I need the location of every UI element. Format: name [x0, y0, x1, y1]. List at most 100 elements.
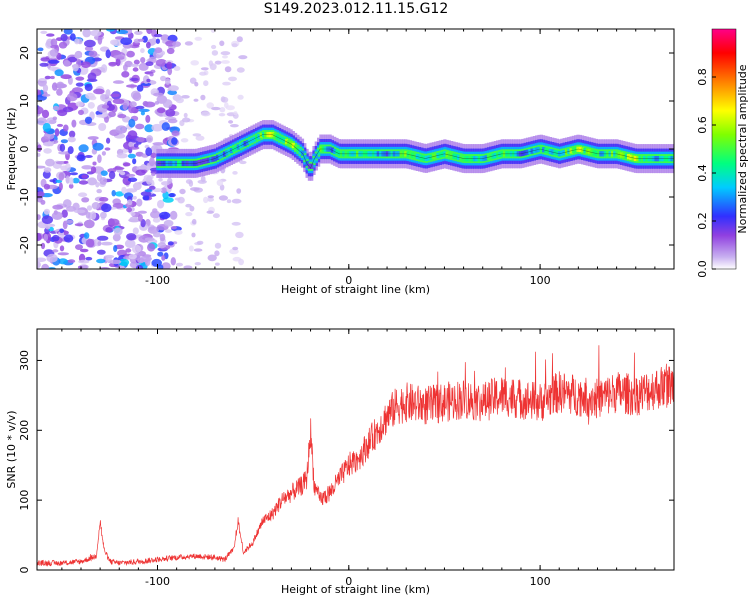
colorbar: 0.0 0.2 0.4 0.6 0.8 Normalized spectral ampli…: [696, 28, 749, 278]
noise-blob: [189, 245, 194, 252]
noise-blob: [85, 92, 95, 100]
noise-blob: [51, 234, 60, 242]
noise-blob: [144, 124, 155, 133]
noise-blob: [111, 190, 116, 197]
noise-blob: [93, 88, 105, 95]
noise-blob: [52, 249, 59, 253]
noise-blob: [128, 118, 136, 128]
noise-blob: [190, 60, 199, 66]
noise-blob: [113, 54, 125, 59]
noise-blob: [52, 204, 64, 210]
noise-blob: [68, 130, 76, 138]
noise-blob: [78, 109, 84, 116]
noise-blob: [37, 261, 41, 269]
noise-blob: [43, 141, 54, 147]
noise-blob: [105, 227, 113, 233]
noise-blob: [97, 235, 109, 241]
noise-blob: [189, 77, 197, 84]
noise-blob: [132, 195, 137, 200]
noise-blob: [47, 59, 60, 64]
noise-blob: [206, 210, 214, 214]
noise-blob: [132, 182, 142, 191]
noise-blob: [63, 234, 74, 243]
noise-blob: [69, 177, 74, 185]
noise-blob: [45, 158, 55, 167]
noise-blob: [62, 106, 74, 113]
noise-blob: [203, 196, 209, 204]
noise-blob: [146, 29, 153, 35]
noise-blob: [121, 186, 127, 194]
noise-blob: [192, 133, 202, 137]
y-tick-label: 300: [18, 350, 31, 371]
noise-blob: [238, 258, 245, 266]
noise-blob: [110, 39, 118, 45]
x-tick-label: 0: [345, 274, 352, 287]
noise-blob: [38, 78, 48, 81]
noise-blob: [188, 180, 194, 187]
noise-blob: [232, 246, 239, 251]
noise-blob: [158, 177, 163, 182]
noise-blob: [101, 203, 112, 213]
noise-blob: [49, 49, 59, 57]
noise-blob: [151, 123, 164, 132]
noise-blob: [235, 231, 244, 239]
noise-blob: [74, 52, 82, 59]
x-tick-label: 0: [345, 575, 352, 588]
noise-blob: [37, 214, 41, 220]
noise-blob: [37, 47, 44, 52]
noise-blob: [135, 105, 145, 110]
noise-blob: [173, 66, 181, 71]
noise-blob: [75, 76, 85, 81]
noise-blob: [108, 62, 117, 67]
noise-blob: [81, 165, 93, 170]
noise-blob: [85, 211, 91, 219]
noise-blob: [142, 100, 149, 107]
noise-blob: [180, 138, 189, 143]
noise-blob: [176, 262, 183, 267]
noise-blob: [84, 83, 93, 92]
noise-blob: [194, 36, 203, 41]
noise-blob: [43, 234, 49, 242]
noise-blob: [37, 117, 47, 126]
noise-blob: [63, 60, 71, 67]
noise-blob: [77, 265, 83, 269]
noise-blob: [81, 61, 91, 68]
noise-blob: [155, 38, 160, 44]
noise-blob: [54, 128, 60, 137]
noise-blob: [43, 183, 51, 190]
colorbar-tick-label: 0.4: [696, 164, 709, 182]
noise-blob: [74, 223, 84, 227]
noise-blob: [138, 235, 150, 243]
noise-blob: [79, 248, 89, 253]
noise-blob: [106, 137, 111, 144]
noise-blob: [72, 63, 79, 72]
noise-blob: [108, 111, 116, 118]
noise-blob: [179, 188, 186, 195]
noise-blob: [88, 50, 98, 58]
noise-blob: [67, 259, 76, 264]
noise-blob: [127, 199, 133, 206]
y-tick-label: 10: [18, 94, 31, 108]
noise-blob: [133, 143, 139, 148]
noise-blob: [46, 253, 58, 263]
noise-blob: [174, 229, 183, 235]
x-tick-label: -100: [145, 575, 170, 588]
noise-blob: [108, 218, 120, 226]
noise-blob: [191, 232, 196, 238]
noise-blob: [184, 41, 193, 46]
noise-blob: [215, 262, 220, 266]
noise-blob: [86, 205, 93, 211]
noise-blob: [43, 167, 52, 173]
noise-blob: [72, 202, 80, 211]
noise-blob: [127, 130, 138, 140]
noise-blob: [97, 241, 102, 246]
noise-blob: [52, 177, 58, 184]
x-axis-label: Height of straight line (km): [281, 283, 430, 296]
noise-blob: [118, 258, 130, 267]
noise-blob: [37, 144, 42, 152]
noise-blob: [124, 239, 136, 249]
noise-blob: [163, 219, 174, 227]
noise-blob: [228, 76, 237, 82]
noise-blob: [67, 56, 78, 63]
noise-blob: [83, 232, 90, 239]
